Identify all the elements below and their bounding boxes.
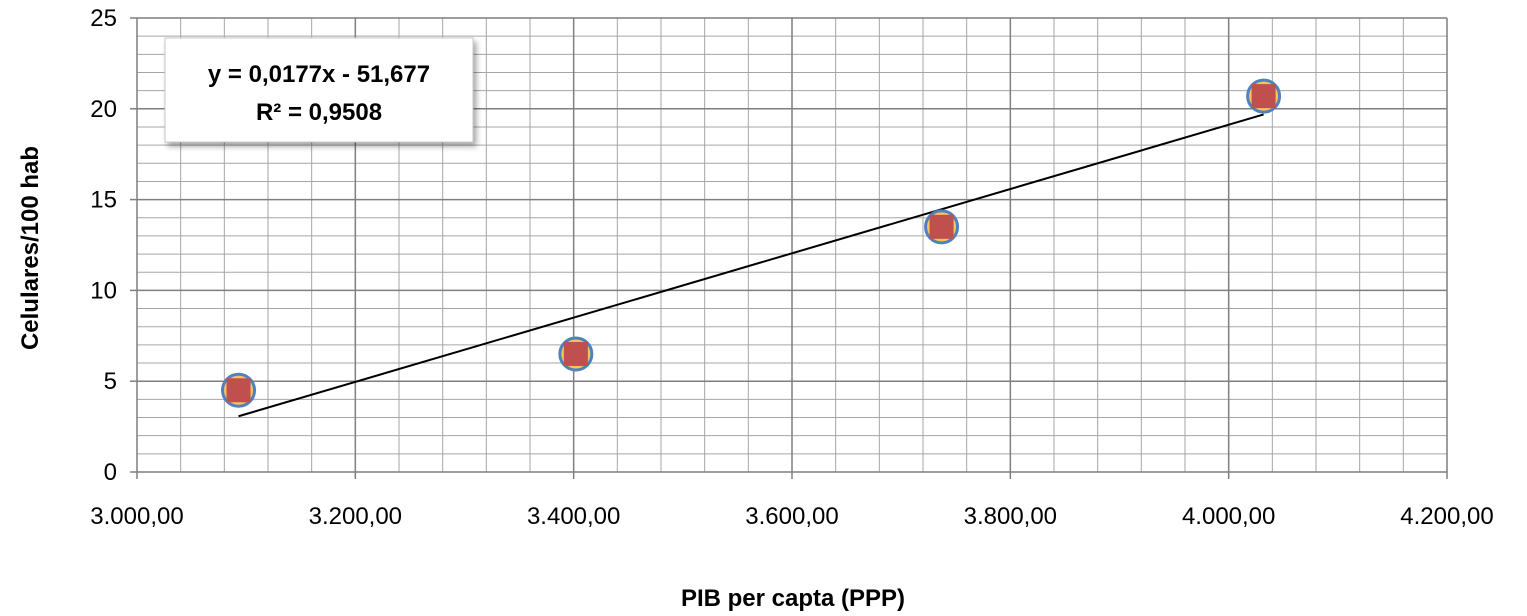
data-point (558, 336, 594, 372)
trendline-equation: y = 0,0177x - 51,677 (208, 61, 430, 88)
axes (130, 17, 1448, 479)
y-tick-label: 5 (104, 368, 117, 395)
y-axis-title: Celulares/100 hab (17, 146, 44, 350)
y-tick-label: 10 (90, 277, 117, 304)
trendline-layer (238, 113, 1264, 418)
x-tick-label: 3.400,00 (527, 503, 620, 530)
y-axis-tick-labels: 0 5 10 15 20 25 (90, 5, 117, 486)
data-point-square-marker (563, 341, 588, 366)
y-tick-label: 0 (104, 459, 117, 486)
x-axis-title: PIB per capta (PPP) (681, 585, 905, 612)
major-gridlines (137, 17, 1448, 472)
equation-box-background (164, 37, 474, 143)
y-tick-label: 20 (90, 96, 117, 123)
data-point (221, 372, 257, 408)
y-tick-label: 15 (90, 187, 117, 214)
x-axis-tick-labels: 3.000,00 3.200,00 3.400,00 3.600,00 3.800,00… (90, 503, 1493, 530)
x-tick-label: 3.200,00 (309, 503, 402, 530)
y-tick-label: 25 (90, 5, 117, 32)
data-point (1246, 78, 1282, 114)
trendline-r-squared: R² = 0,9508 (256, 99, 382, 126)
x-tick-label: 4.000,00 (1182, 503, 1275, 530)
data-point (924, 209, 960, 245)
trendline-equation-box: y = 0,0177x - 51,677 R² = 0,9508 (164, 37, 474, 143)
x-tick-label: 4.200,00 (1400, 503, 1493, 530)
trendline (238, 113, 1264, 418)
x-tick-label: 3.000,00 (90, 503, 183, 530)
data-point-square-marker (1251, 84, 1276, 109)
data-point-square-marker (226, 378, 251, 403)
x-tick-label: 3.600,00 (745, 503, 838, 530)
data-points (221, 78, 1282, 408)
x-tick-label: 3.800,00 (964, 503, 1057, 530)
data-point-square-marker (929, 214, 954, 239)
